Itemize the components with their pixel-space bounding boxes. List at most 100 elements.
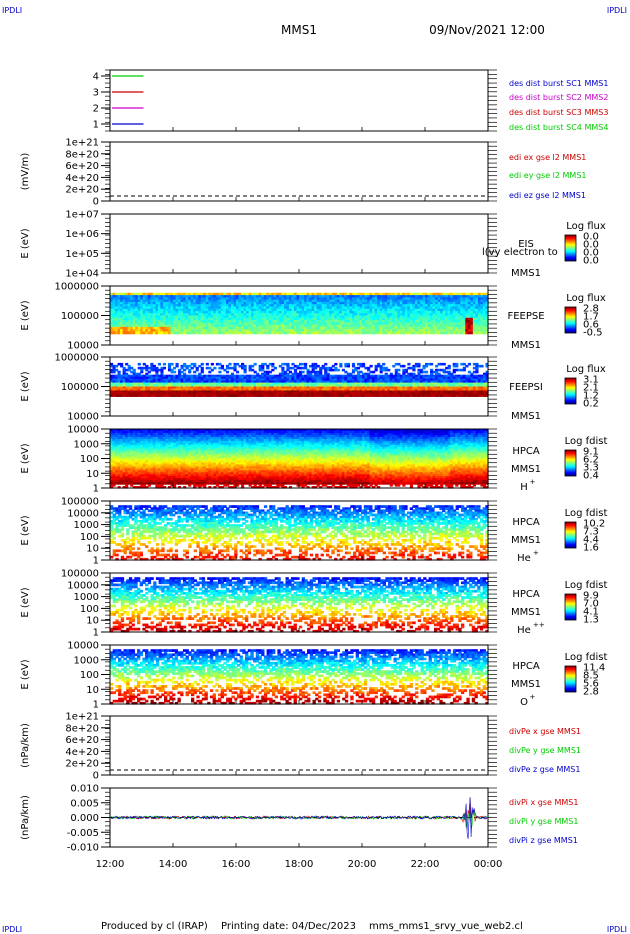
footer-produced-by: Produced by cl (IRAP) xyxy=(101,921,208,932)
heatmap-cell xyxy=(443,363,446,366)
heatmap-cell xyxy=(397,369,400,372)
ytick-label: 1e+04 xyxy=(65,269,99,280)
heatmap-cell xyxy=(254,363,257,366)
overlay-text: l(vy electron to xyxy=(482,247,558,258)
heatmap-cell xyxy=(170,363,173,366)
heatmap-cell xyxy=(370,365,373,368)
heatmap-cell xyxy=(382,363,385,366)
heatmap-feepse xyxy=(110,293,489,334)
heatmap-cell xyxy=(463,369,466,372)
ytick-label: 3 xyxy=(93,88,99,99)
panel-label-feepse: MMS1 xyxy=(511,340,541,351)
ytick-label: 1e+05 xyxy=(65,249,99,260)
heatmap-cell xyxy=(334,363,337,366)
ytick-label: 10000 xyxy=(67,341,99,352)
datetime-title: 09/Nov/2021 12:00 xyxy=(429,23,545,37)
corner-label-tl: IPDLI xyxy=(2,6,22,15)
panel-frame-edi xyxy=(110,142,488,201)
legend-entry: edi ey gse l2 MMS1 xyxy=(509,171,587,180)
heatmap-cell xyxy=(425,371,428,374)
heatmap-cell xyxy=(140,371,143,374)
ylabel-edi: (mV/m) xyxy=(20,153,31,191)
heatmap-cell xyxy=(475,371,478,374)
heatmap-cell xyxy=(196,369,199,372)
ytick-label: 1e+21 xyxy=(65,138,99,149)
heatmap-cell xyxy=(213,367,216,370)
panel-label-feepse: FEEPSE xyxy=(507,311,544,322)
mission-title: MMS1 xyxy=(281,23,317,37)
ytick-label: 2 xyxy=(93,104,99,115)
heatmap-cell xyxy=(412,369,415,372)
legend-entry: edi ex gse l2 MMS1 xyxy=(509,153,586,162)
ylabel-eis: E (eV) xyxy=(20,228,31,258)
heatmap-cell xyxy=(407,363,410,366)
heatmap-cell xyxy=(448,367,451,370)
ytick-label: 8e+20 xyxy=(65,149,99,160)
heatmap-cell xyxy=(138,363,141,366)
ylabel-feepse: E (eV) xyxy=(20,300,31,330)
heatmap-cell xyxy=(468,363,471,366)
colorbar-title: Log flux xyxy=(566,293,606,304)
panel-frame-eis xyxy=(110,214,488,273)
heatmap-cell xyxy=(218,371,221,374)
legend-entry: des dist burst SC2 MMS2 xyxy=(509,93,608,102)
colorbar-tick-label: -0.5 xyxy=(583,328,603,339)
heatmap-cell xyxy=(201,363,204,366)
corner-label-br: IPDLI xyxy=(607,925,627,934)
heatmap-cell xyxy=(176,365,179,368)
heatmap-cell xyxy=(244,371,247,374)
legend-entry: des dist burst SC4 MMS4 xyxy=(509,123,608,132)
heatmap-feepsi xyxy=(110,363,489,397)
heatmap-cell xyxy=(266,367,269,370)
legend-entry: edi ez gse l2 MMS1 xyxy=(509,191,586,200)
legend-entry: des dist burst SC1 MMS1 xyxy=(509,79,608,88)
footer-printing-date: Printing date: 04/Dec/2023 xyxy=(221,921,356,932)
ytick-label: 4 xyxy=(93,72,99,83)
ytick-label: 1e+06 xyxy=(65,229,99,240)
heatmap-cell xyxy=(337,369,340,372)
heatmap-cell xyxy=(455,365,458,368)
ytick-label: 6e+20 xyxy=(65,161,99,172)
heatmap-cell xyxy=(228,363,231,366)
heatmap-cell xyxy=(402,365,405,368)
heatmap-cell xyxy=(480,365,483,368)
ytick-label: 100000 xyxy=(61,311,99,322)
heatmap-cell xyxy=(158,363,161,366)
ytick-label: 4e+20 xyxy=(65,173,99,184)
ytick-label: 1e+07 xyxy=(65,210,99,221)
heatmap-cell xyxy=(302,371,305,374)
heatmap-cell xyxy=(226,371,229,374)
corner-label-bl: IPDLI xyxy=(2,925,22,934)
heatmap-cell xyxy=(274,367,277,370)
heatmap-cell xyxy=(417,365,420,368)
heatmap-cell xyxy=(339,365,342,368)
colorbar-tick-label: 0.0 xyxy=(583,256,599,267)
ytick-label: 2e+20 xyxy=(65,185,99,196)
colorbar-title: Log flux xyxy=(566,221,606,232)
heatmap-cell xyxy=(324,363,327,366)
ytick-label: 1 xyxy=(93,120,99,131)
heatmap-cell xyxy=(206,363,209,366)
colorbar xyxy=(565,307,576,333)
heatmap-cell xyxy=(387,369,390,372)
heatmap-cell xyxy=(188,371,191,374)
panels-group: 4 3 2 1 des dist burst SC1 MMS1 des dist burs… xyxy=(20,70,608,870)
colorbar xyxy=(565,235,576,261)
corner-label-tr: IPDLI xyxy=(607,6,627,15)
mms-summary-figure: IPDLI IPDLI IPDLI IPDLI MMS1 09/Nov/2021… xyxy=(0,0,630,934)
heatmap-cell xyxy=(375,369,378,372)
panel-label-eis: MMS1 xyxy=(511,268,541,279)
panel-frame-burst xyxy=(110,70,488,131)
heatmap-cell xyxy=(163,363,166,366)
heatmap-cell xyxy=(211,363,214,366)
ytick-label: 1000000 xyxy=(54,282,99,293)
heatmap-cell xyxy=(173,371,176,374)
heatmap-cell xyxy=(236,371,239,374)
footer-filename: mms_mms1_srvy_vue_web2.cl xyxy=(369,921,523,932)
legend-entry: des dist burst SC3 MMS3 xyxy=(509,108,608,117)
heatmap-cell xyxy=(430,363,433,366)
heatmap-cell xyxy=(347,365,350,368)
heatmap-cell xyxy=(163,367,166,370)
heatmap-cell xyxy=(201,371,204,374)
ytick-label: 0 xyxy=(93,197,99,208)
